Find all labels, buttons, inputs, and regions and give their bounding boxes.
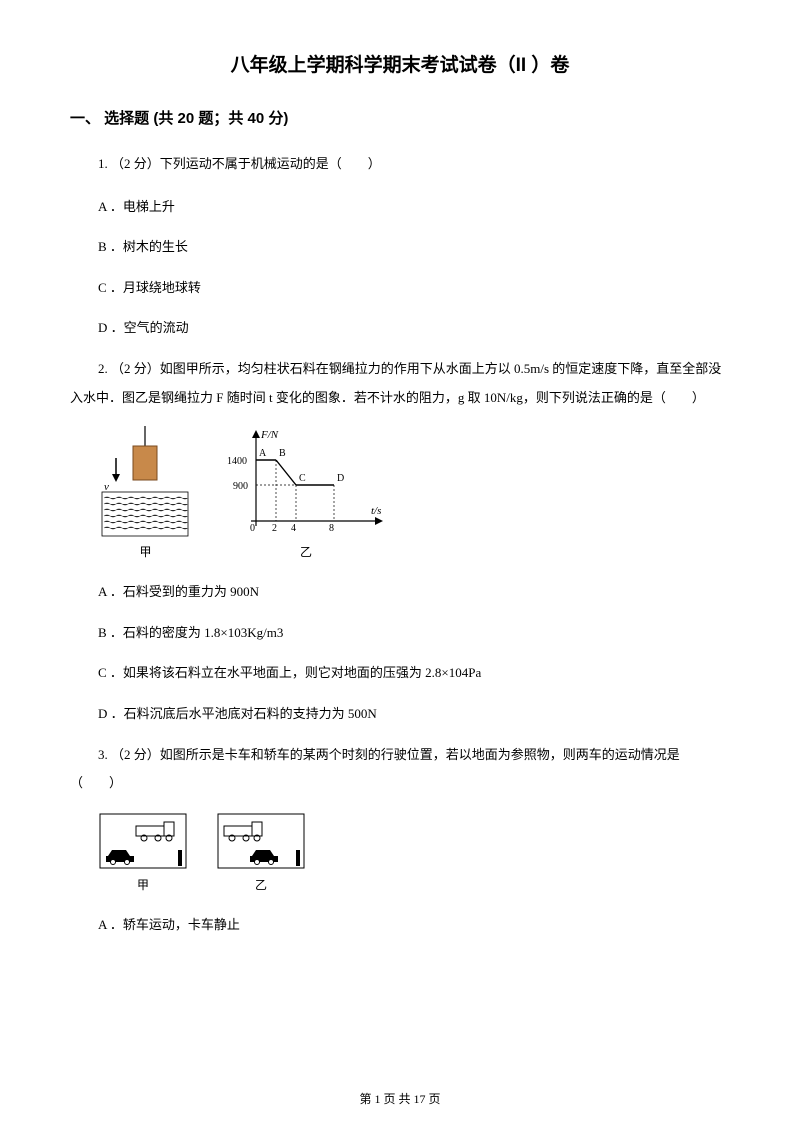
svg-text:4: 4: [291, 523, 296, 534]
svg-text:0: 0: [250, 523, 255, 534]
q2-opt-d: D ．石料沉底后水平池底对石料的支持力为 500N: [70, 700, 730, 729]
q3-fig-yi-svg: [216, 812, 306, 874]
page-title: 八年级上学期科学期末考试试卷（II ）卷: [70, 50, 730, 77]
svg-text:2: 2: [272, 523, 277, 534]
q1-opt-a: A ．电梯上升: [70, 193, 730, 222]
q3-fig-yi-label: 乙: [255, 876, 267, 893]
q3-fig-jia-svg: [98, 812, 188, 874]
svg-text:F/N: F/N: [260, 429, 279, 441]
q2-opt-b: B ．石料的密度为 1.8×103Kg/m3: [70, 619, 730, 648]
svg-text:1400: 1400: [227, 456, 247, 467]
svg-text:t/s: t/s: [371, 505, 381, 517]
q3-fig-jia: 甲: [98, 812, 188, 893]
q2-opt-c: C ．如果将该石料立在水平地面上，则它对地面的压强为 2.8×104Pa: [70, 659, 730, 688]
q2-fig-jia-label: 甲: [139, 543, 151, 560]
q1-opt-b: B ．树木的生长: [70, 233, 730, 262]
q2-figure-row: v 甲 F/N t/s 0: [98, 426, 730, 560]
q3-stem: 3. （2 分）如图所示是卡车和轿车的某两个时刻的行驶位置，若以地面为参照物，则…: [70, 741, 730, 798]
svg-text:D: D: [337, 473, 344, 484]
svg-text:C: C: [299, 473, 306, 484]
q2-stem: 2. （2 分）如图甲所示，均匀柱状石料在钢绳拉力的作用下从水面上方以 0.5m…: [70, 355, 730, 412]
q2-fig-jia-svg: v: [98, 426, 193, 541]
page-footer: 第 1 页 共 17 页: [0, 1090, 800, 1107]
q2-opt-a: A ．石料受到的重力为 900N: [70, 578, 730, 607]
q1-opt-d: D ．空气的流动: [70, 314, 730, 343]
q3-fig-jia-label: 甲: [137, 876, 149, 893]
svg-text:A: A: [259, 448, 267, 459]
q2-fig-yi-svg: F/N t/s 0 2 4 8 1400 900 A: [221, 426, 391, 541]
svg-text:8: 8: [329, 523, 334, 534]
svg-text:B: B: [279, 448, 286, 459]
q3-opt-a: A ．轿车运动，卡车静止: [70, 911, 730, 940]
q1-stem: 1. （2 分）下列运动不属于机械运动的是（ ）: [70, 150, 730, 179]
q3-fig-yi: 乙: [216, 812, 306, 893]
q3-figure-row: 甲 乙: [98, 812, 730, 893]
q2-fig-yi-label: 乙: [300, 543, 312, 560]
q1-opt-c: C ．月球绕地球转: [70, 274, 730, 303]
svg-text:v: v: [104, 481, 109, 493]
q2-fig-yi: F/N t/s 0 2 4 8 1400 900 A: [221, 426, 391, 560]
svg-text:900: 900: [233, 481, 248, 492]
section-1-header: 一、 选择题 (共 20 题；共 40 分): [70, 107, 730, 128]
q2-fig-jia: v 甲: [98, 426, 193, 560]
